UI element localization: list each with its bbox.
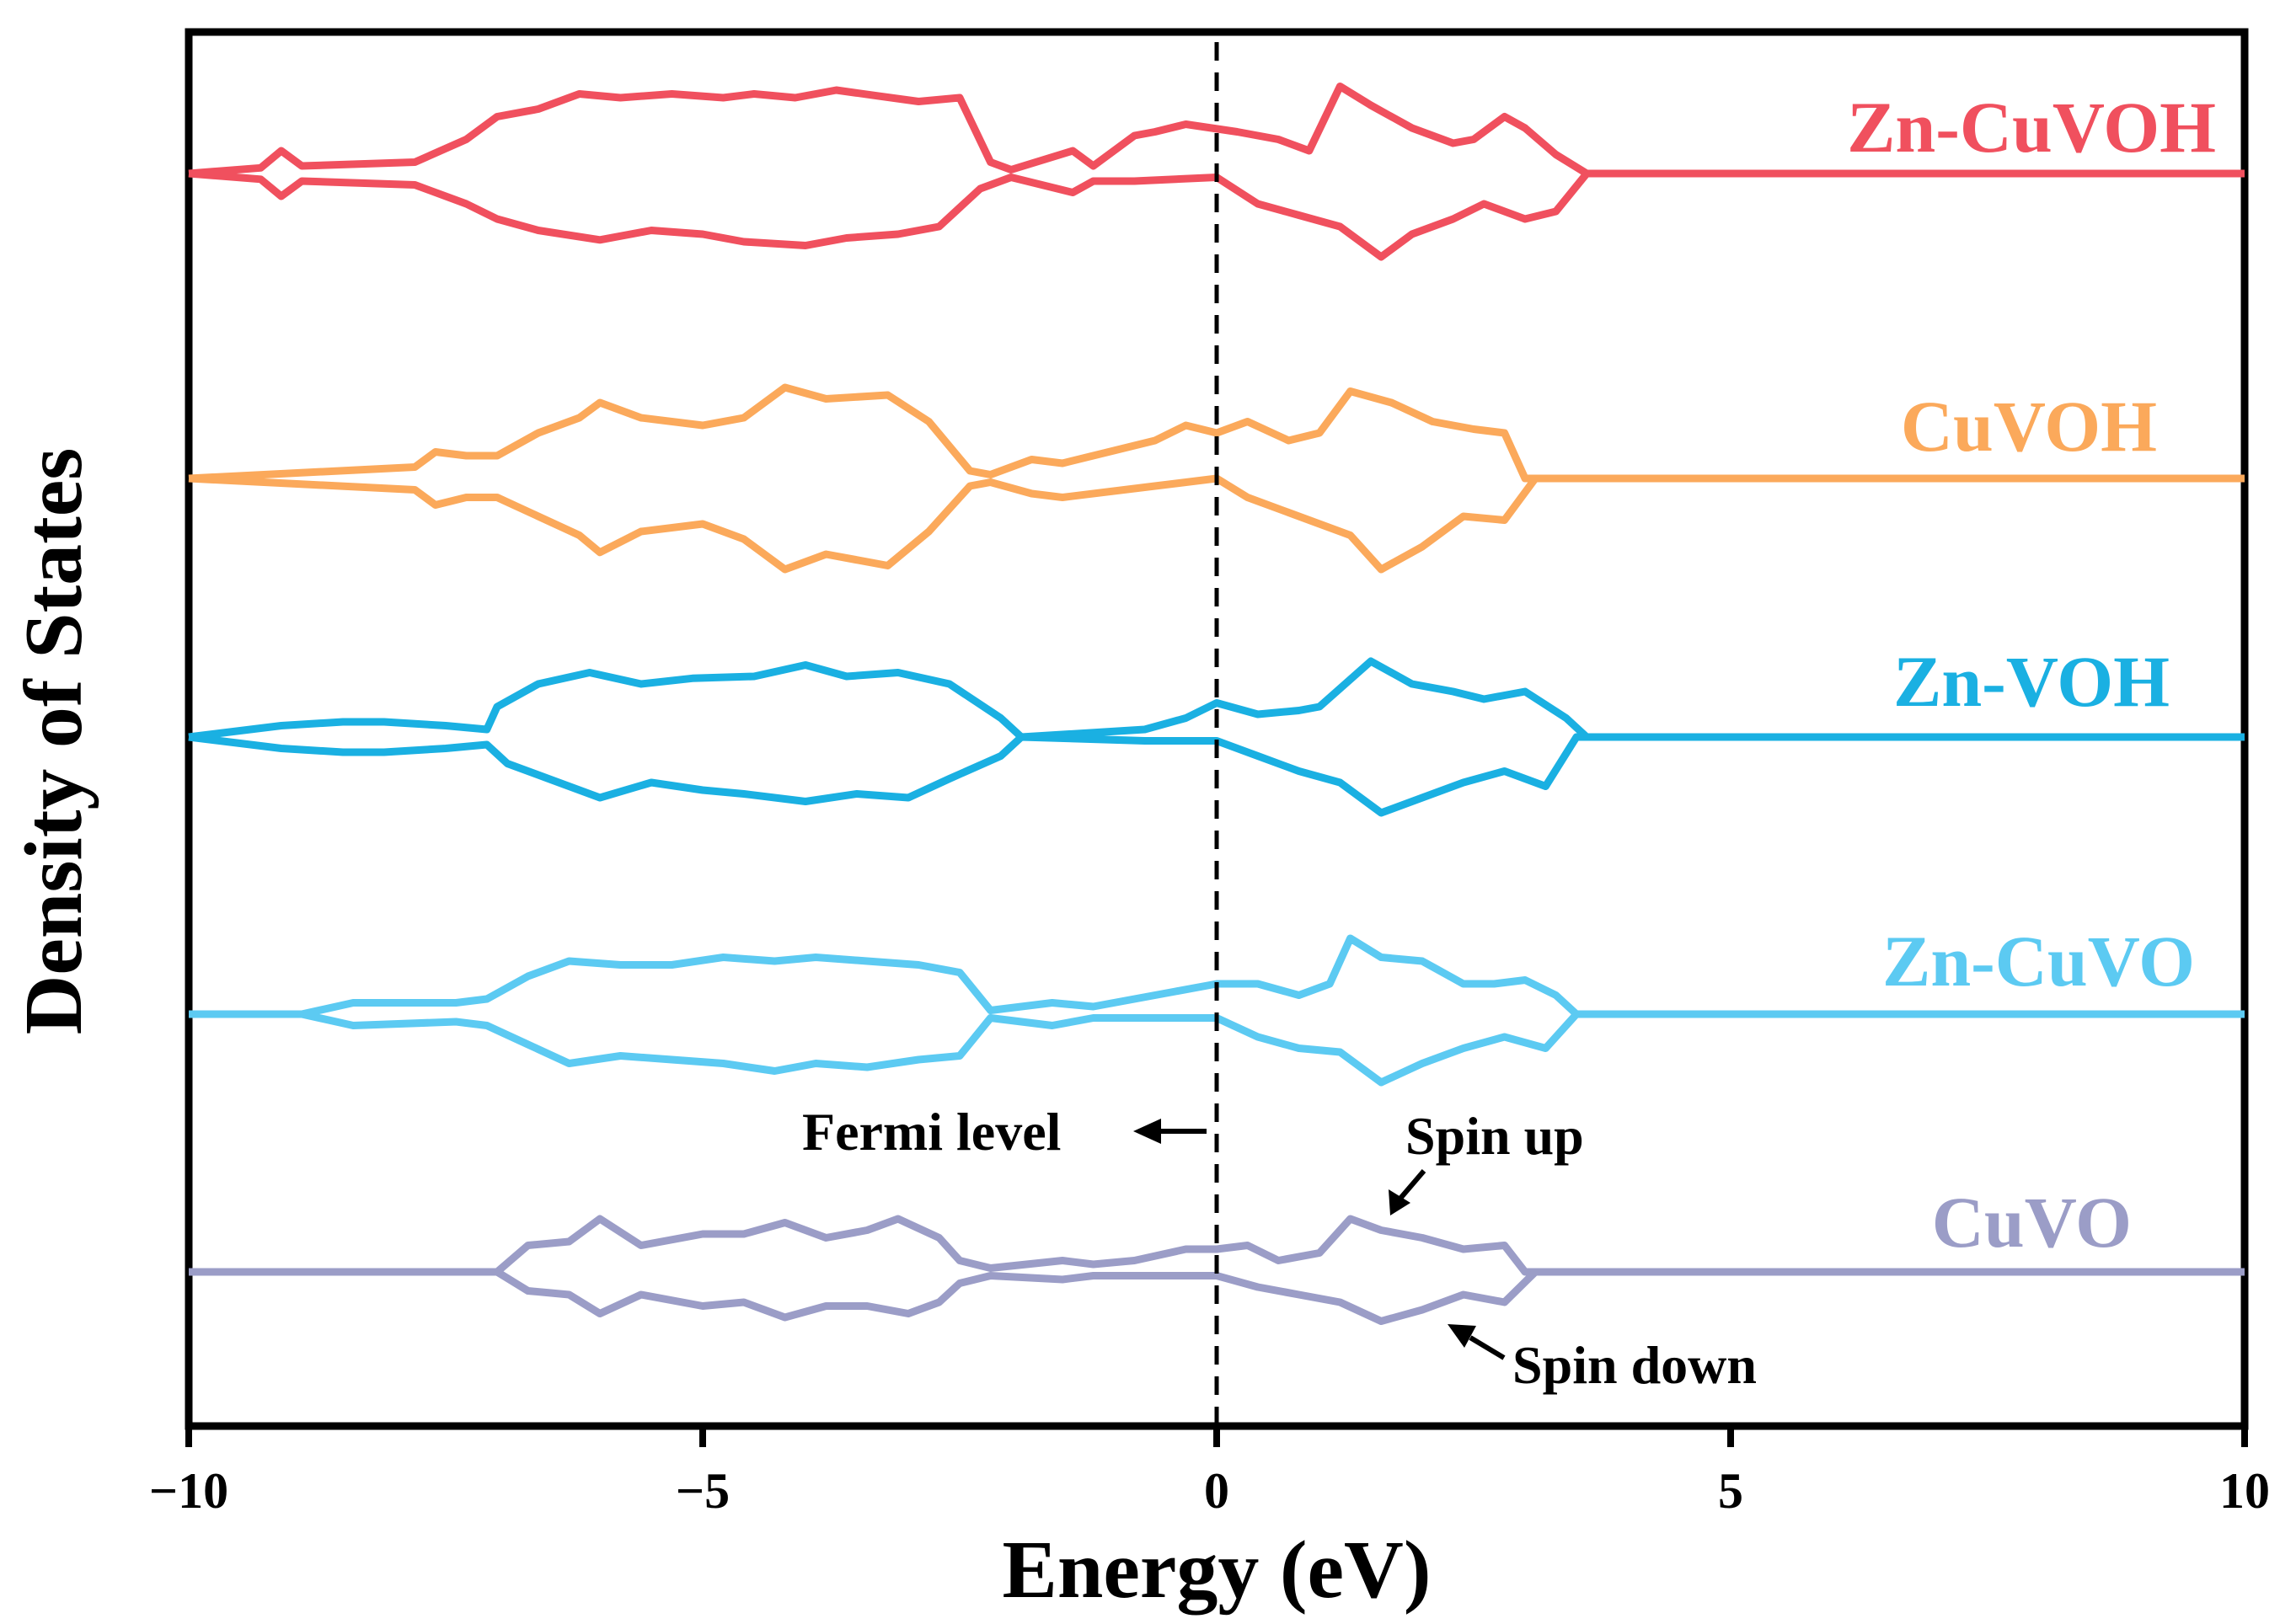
spin-up-annotation: Spin up	[1405, 1106, 1584, 1166]
series-layer	[188, 83, 2245, 1325]
spin-up-arrow	[1389, 1169, 1426, 1215]
series-label-cuvo: CuVO	[1932, 1182, 2132, 1263]
series-cuvo	[189, 1215, 2245, 1325]
series-label-zn-cuvoh: Zn-CuVOH	[1847, 87, 2216, 168]
spin-down-annotation: Spin down	[1512, 1335, 1757, 1395]
fermi-level-annotation: Fermi level	[802, 1102, 1061, 1162]
series-line-zn-cuvo-spin-up	[189, 934, 2245, 1018]
x-tick-label: 10	[2219, 1463, 2270, 1519]
x-tick-label: −5	[676, 1463, 730, 1519]
series-line-cuvoh-spin-down	[188, 474, 2245, 574]
x-axis-title: Energy (eV)	[1003, 1525, 1432, 1616]
x-tick-label: 5	[1718, 1463, 1743, 1519]
series-line-zn-cuvoh-spin-down	[188, 169, 2245, 261]
series-line-zn-cuvo-spin-down	[189, 1010, 2245, 1087]
fermi-arrow	[1133, 1119, 1207, 1144]
series-zn-cuvoh	[188, 83, 2245, 261]
x-ticks: −10 −5 0 5 10	[149, 1426, 2270, 1519]
series-line-cuvo-spin-up	[189, 1215, 2245, 1276]
series-line-zn-voh-spin-up	[188, 657, 2245, 741]
series-line-zn-cuvoh-spin-up	[188, 83, 2245, 178]
series-label-cuvoh: CuVOH	[1901, 386, 2157, 467]
x-tick-label: −10	[149, 1463, 228, 1519]
series-zn-voh	[188, 657, 2245, 817]
spin-down-arrow	[1448, 1324, 1506, 1360]
series-zn-cuvo	[189, 934, 2245, 1087]
series-line-cuvoh-spin-up	[188, 383, 2245, 483]
series-label-zn-cuvo: Zn-CuVO	[1882, 921, 2195, 1002]
series-cuvoh	[188, 383, 2245, 574]
series-line-cuvo-spin-down	[189, 1268, 2245, 1325]
y-axis-title: Density of States	[8, 448, 99, 1035]
series-line-zn-voh-spin-down	[188, 733, 2245, 817]
x-tick-label: 0	[1204, 1463, 1229, 1519]
series-label-zn-voh: Zn-VOH	[1893, 641, 2170, 722]
